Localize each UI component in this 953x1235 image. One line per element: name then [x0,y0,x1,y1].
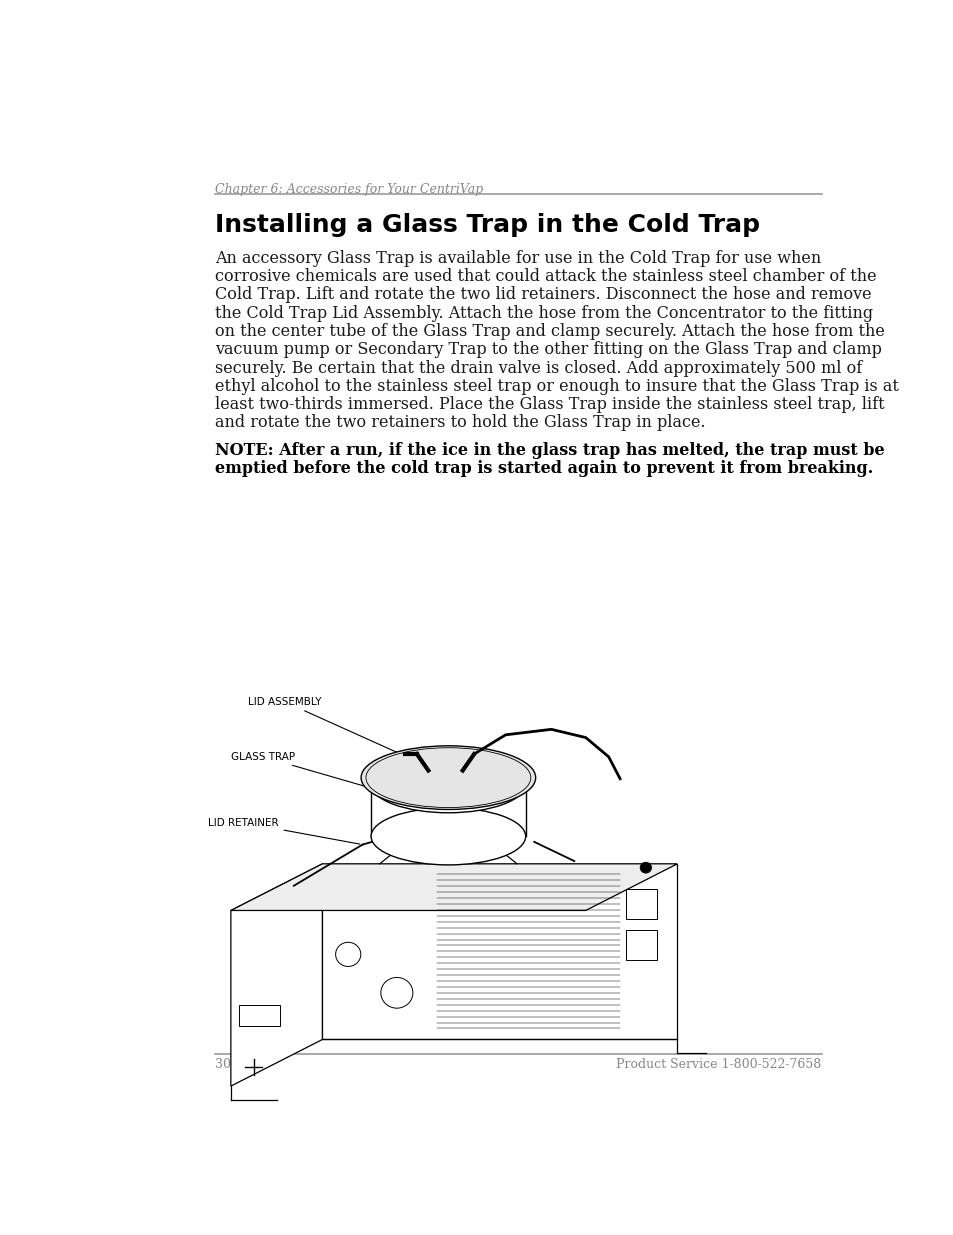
Text: 30: 30 [215,1058,232,1071]
Bar [625,930,657,960]
Text: least two-thirds immersed. Place the Glass Trap inside the stainless steel trap,: least two-thirds immersed. Place the Gla… [215,396,884,412]
Polygon shape [231,863,322,1086]
Ellipse shape [360,746,536,809]
Text: LID RETAINER: LID RETAINER [208,818,359,844]
Text: Product Service 1-800-522-7658: Product Service 1-800-522-7658 [616,1058,821,1071]
Circle shape [639,862,651,873]
Text: corrosive chemicals are used that could attack the stainless steel chamber of th: corrosive chemicals are used that could … [215,268,876,285]
Circle shape [335,942,360,967]
Text: and rotate the two retainers to hold the Glass Trap in place.: and rotate the two retainers to hold the… [215,414,705,431]
Text: Installing a Glass Trap in the Cold Trap: Installing a Glass Trap in the Cold Trap [215,212,760,237]
Text: NOTE: After a run, if the ice in the glass trap has melted, the trap must be: NOTE: After a run, if the ice in the gla… [215,442,884,459]
Circle shape [380,977,413,1008]
Text: Chapter 6: Accessories for Your CentriVap: Chapter 6: Accessories for Your CentriVa… [215,183,483,196]
Ellipse shape [371,756,525,813]
Polygon shape [322,863,677,1040]
Ellipse shape [371,808,525,864]
Text: vacuum pump or Secondary Trap to the other fitting on the Glass Trap and clamp: vacuum pump or Secondary Trap to the oth… [215,341,882,358]
Polygon shape [231,863,677,910]
FancyBboxPatch shape [239,1005,279,1026]
Text: securely. Be certain that the drain valve is closed. Add approximately 500 ml of: securely. Be certain that the drain valv… [215,359,862,377]
Text: emptied before the cold trap is started again to prevent it from breaking.: emptied before the cold trap is started … [215,461,873,477]
Text: GLASS TRAP: GLASS TRAP [231,752,374,789]
Text: An accessory Glass Trap is available for use in the Cold Trap for use when: An accessory Glass Trap is available for… [215,249,821,267]
Bar [625,888,657,919]
Text: Cold Trap. Lift and rotate the two lid retainers. Disconnect the hose and remove: Cold Trap. Lift and rotate the two lid r… [215,287,871,304]
Text: on the center tube of the Glass Trap and clamp securely. Attach the hose from th: on the center tube of the Glass Trap and… [215,324,884,340]
Text: ethyl alcohol to the stainless steel trap or enough to insure that the Glass Tra: ethyl alcohol to the stainless steel tra… [215,378,899,395]
Text: the Cold Trap Lid Assembly. Attach the hose from the Concentrator to the fitting: the Cold Trap Lid Assembly. Attach the h… [215,305,873,322]
Text: LID ASSEMBLY: LID ASSEMBLY [248,697,428,767]
